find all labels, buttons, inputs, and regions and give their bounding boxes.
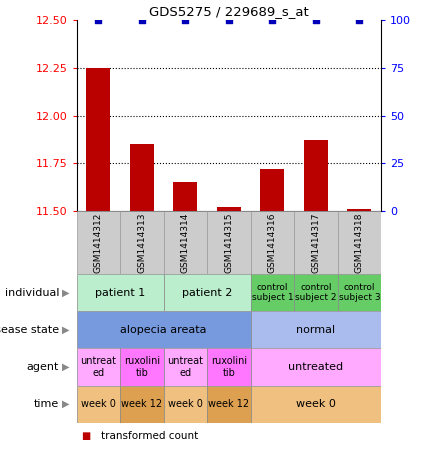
Text: ▶: ▶ — [62, 399, 70, 409]
Text: control
subject 1: control subject 1 — [251, 283, 293, 302]
Bar — [120, 348, 164, 386]
Point — [269, 17, 276, 24]
Text: control
subject 3: control subject 3 — [339, 283, 380, 302]
Text: control
subject 2: control subject 2 — [295, 283, 336, 302]
Point — [356, 17, 363, 24]
Text: ▶: ▶ — [62, 362, 70, 372]
Text: GSM1414314: GSM1414314 — [181, 212, 190, 273]
Text: ruxolini
tib: ruxolini tib — [124, 356, 160, 378]
Bar — [251, 386, 381, 423]
Text: week 0: week 0 — [296, 399, 336, 409]
Text: GSM1414318: GSM1414318 — [355, 212, 364, 273]
Point — [95, 17, 102, 24]
Point — [312, 17, 319, 24]
Bar — [260, 169, 284, 211]
Text: ruxolini
tib: ruxolini tib — [211, 356, 247, 378]
Text: GSM1414312: GSM1414312 — [94, 212, 103, 273]
Bar — [207, 211, 251, 274]
Bar — [77, 386, 120, 423]
Text: GSM1414316: GSM1414316 — [268, 212, 277, 273]
Text: ■: ■ — [81, 431, 90, 441]
Text: week 12: week 12 — [208, 399, 249, 409]
Text: untreat
ed: untreat ed — [167, 356, 203, 378]
Bar — [164, 211, 207, 274]
Bar — [77, 311, 251, 348]
Bar — [77, 211, 120, 274]
Text: ▶: ▶ — [62, 325, 70, 335]
Bar — [164, 386, 207, 423]
Point — [182, 17, 189, 24]
Bar — [77, 274, 164, 311]
Point — [225, 17, 232, 24]
Bar — [251, 211, 294, 274]
Bar — [86, 68, 110, 211]
Text: GSM1414313: GSM1414313 — [138, 212, 146, 273]
Bar — [120, 211, 164, 274]
Text: time: time — [34, 399, 59, 409]
Bar — [207, 348, 251, 386]
Text: patient 2: patient 2 — [182, 288, 232, 298]
Bar — [304, 140, 328, 211]
Bar — [251, 311, 381, 348]
Text: GSM1414315: GSM1414315 — [224, 212, 233, 273]
Bar — [294, 211, 338, 274]
Text: alopecia areata: alopecia areata — [120, 325, 207, 335]
Bar — [251, 348, 381, 386]
Text: disease state: disease state — [0, 325, 59, 335]
Text: untreated: untreated — [288, 362, 343, 372]
Text: ▶: ▶ — [62, 288, 70, 298]
Text: patient 1: patient 1 — [95, 288, 145, 298]
Bar — [120, 386, 164, 423]
Text: normal: normal — [296, 325, 336, 335]
Text: untreat
ed: untreat ed — [81, 356, 117, 378]
Text: week 12: week 12 — [121, 399, 162, 409]
Bar — [217, 207, 241, 211]
Bar — [294, 274, 338, 311]
Bar — [173, 182, 198, 211]
Bar — [130, 144, 154, 211]
Bar — [338, 274, 381, 311]
Bar — [207, 386, 251, 423]
Bar — [251, 274, 294, 311]
Bar — [164, 348, 207, 386]
Bar — [338, 211, 381, 274]
Text: week 0: week 0 — [168, 399, 203, 409]
Text: individual: individual — [5, 288, 59, 298]
Bar — [77, 348, 120, 386]
Point — [138, 17, 145, 24]
Text: transformed count: transformed count — [101, 431, 198, 441]
Title: GDS5275 / 229689_s_at: GDS5275 / 229689_s_at — [149, 5, 309, 18]
Bar — [164, 274, 251, 311]
Text: week 0: week 0 — [81, 399, 116, 409]
Text: GSM1414317: GSM1414317 — [311, 212, 320, 273]
Text: agent: agent — [27, 362, 59, 372]
Bar — [347, 209, 371, 211]
